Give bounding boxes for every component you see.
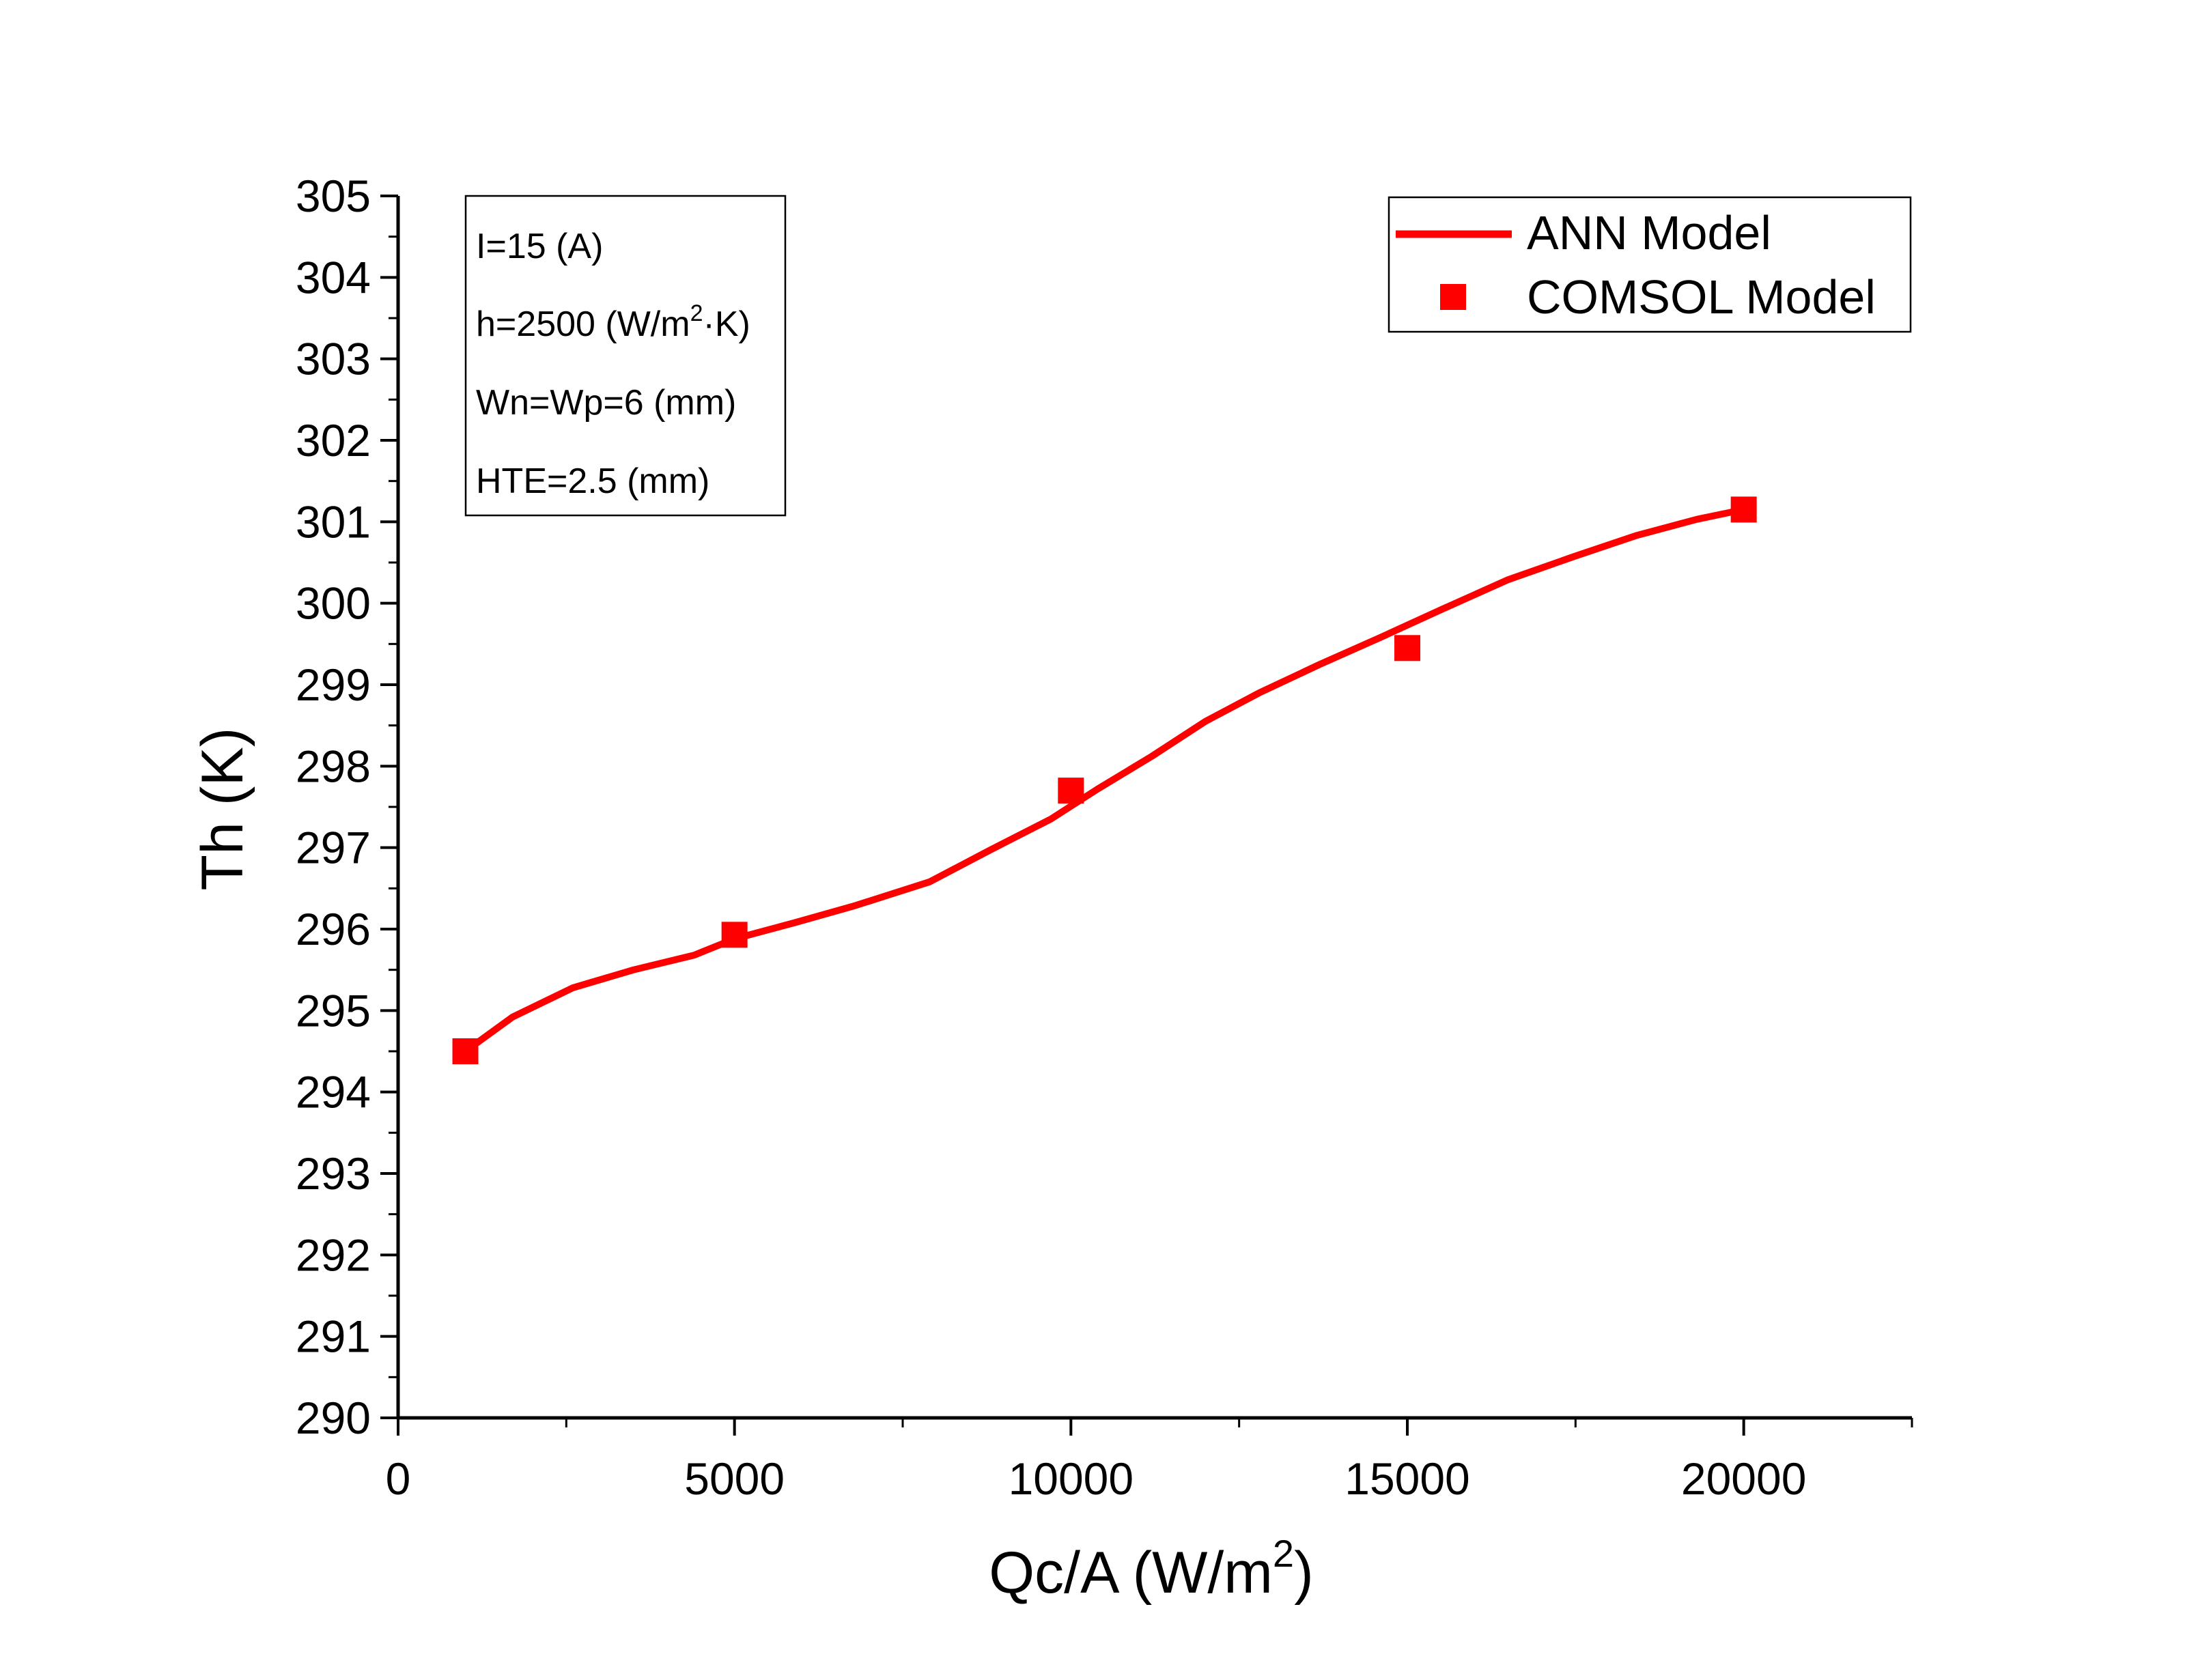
y-tick-label: 299 xyxy=(296,659,371,710)
x-axis: 0 5000 10000 15000 20000 xyxy=(386,1416,1913,1504)
y-tick-label: 295 xyxy=(296,985,371,1036)
y-tick-label: 291 xyxy=(296,1311,371,1362)
annotation-line-4: HTE=2.5 (mm) xyxy=(476,461,709,501)
comsol-data-point xyxy=(452,1038,479,1064)
y-tick-label: 301 xyxy=(296,496,371,547)
y-tick-label: 300 xyxy=(296,578,371,629)
y-tick-label: 305 xyxy=(296,171,371,221)
y-tick-label: 296 xyxy=(296,904,371,954)
comsol-data-point xyxy=(1058,778,1084,804)
x-axis-title: Qc/A (W/m2) xyxy=(989,1532,1313,1606)
y-tick-label: 292 xyxy=(296,1229,371,1280)
y-tick-label: 293 xyxy=(296,1148,371,1199)
x-axis-title-text: Qc/A (W/m xyxy=(989,1540,1273,1606)
annotation-box: I=15 (A) h=2500 (W/m2·K) Wn=Wp=6 (mm) HT… xyxy=(464,195,787,517)
x-tick-label: 10000 xyxy=(1009,1453,1134,1504)
annotation-frame xyxy=(464,195,787,517)
comsol-data-point xyxy=(1394,635,1420,661)
legend-label-ann: ANN Model xyxy=(1527,206,1771,259)
annotation-line-1: I=15 (A) xyxy=(476,227,603,266)
x-axis-title-end: ) xyxy=(1294,1540,1314,1606)
legend-square-swatch xyxy=(1440,284,1466,310)
legend-label-comsol: COMSOL Model xyxy=(1527,270,1876,324)
y-tick-label: 302 xyxy=(296,415,371,466)
comsol-data-point xyxy=(1730,496,1757,523)
annotation-line-2-text: h=2500 (W/m xyxy=(476,304,690,344)
y-tick-label: 304 xyxy=(296,252,371,302)
y-tick-label: 290 xyxy=(296,1393,371,1443)
y-axis-title: Th (K) xyxy=(190,728,255,891)
annotation-line-2-tail: ·K) xyxy=(703,304,750,344)
x-tick-label: 15000 xyxy=(1345,1453,1470,1504)
annotation-line-2: h=2500 (W/m2·K) xyxy=(476,300,750,344)
x-tick-label: 20000 xyxy=(1681,1453,1807,1504)
y-tick-label: 294 xyxy=(296,1067,371,1117)
y-tick-label: 303 xyxy=(296,334,371,384)
ann-model-line xyxy=(462,506,1747,1055)
legend: ANN Model COMSOL Model xyxy=(1388,196,1912,333)
annotation-line-2-superscript: 2 xyxy=(690,300,703,326)
x-axis-title-superscript: 2 xyxy=(1273,1532,1294,1575)
plot-area xyxy=(452,496,1757,1064)
annotation-line-3: Wn=Wp=6 (mm) xyxy=(476,383,736,423)
y-axis: 290 291 292 293 294 295 296 297 298 299 300 301 302 3… xyxy=(296,171,400,1443)
legend-frame xyxy=(1388,196,1912,333)
y-tick-label: 298 xyxy=(296,741,371,791)
y-tick-label: 297 xyxy=(296,823,371,873)
x-tick-label: 0 xyxy=(386,1453,411,1504)
x-tick-label: 5000 xyxy=(684,1453,785,1504)
comsol-data-point xyxy=(721,922,748,948)
